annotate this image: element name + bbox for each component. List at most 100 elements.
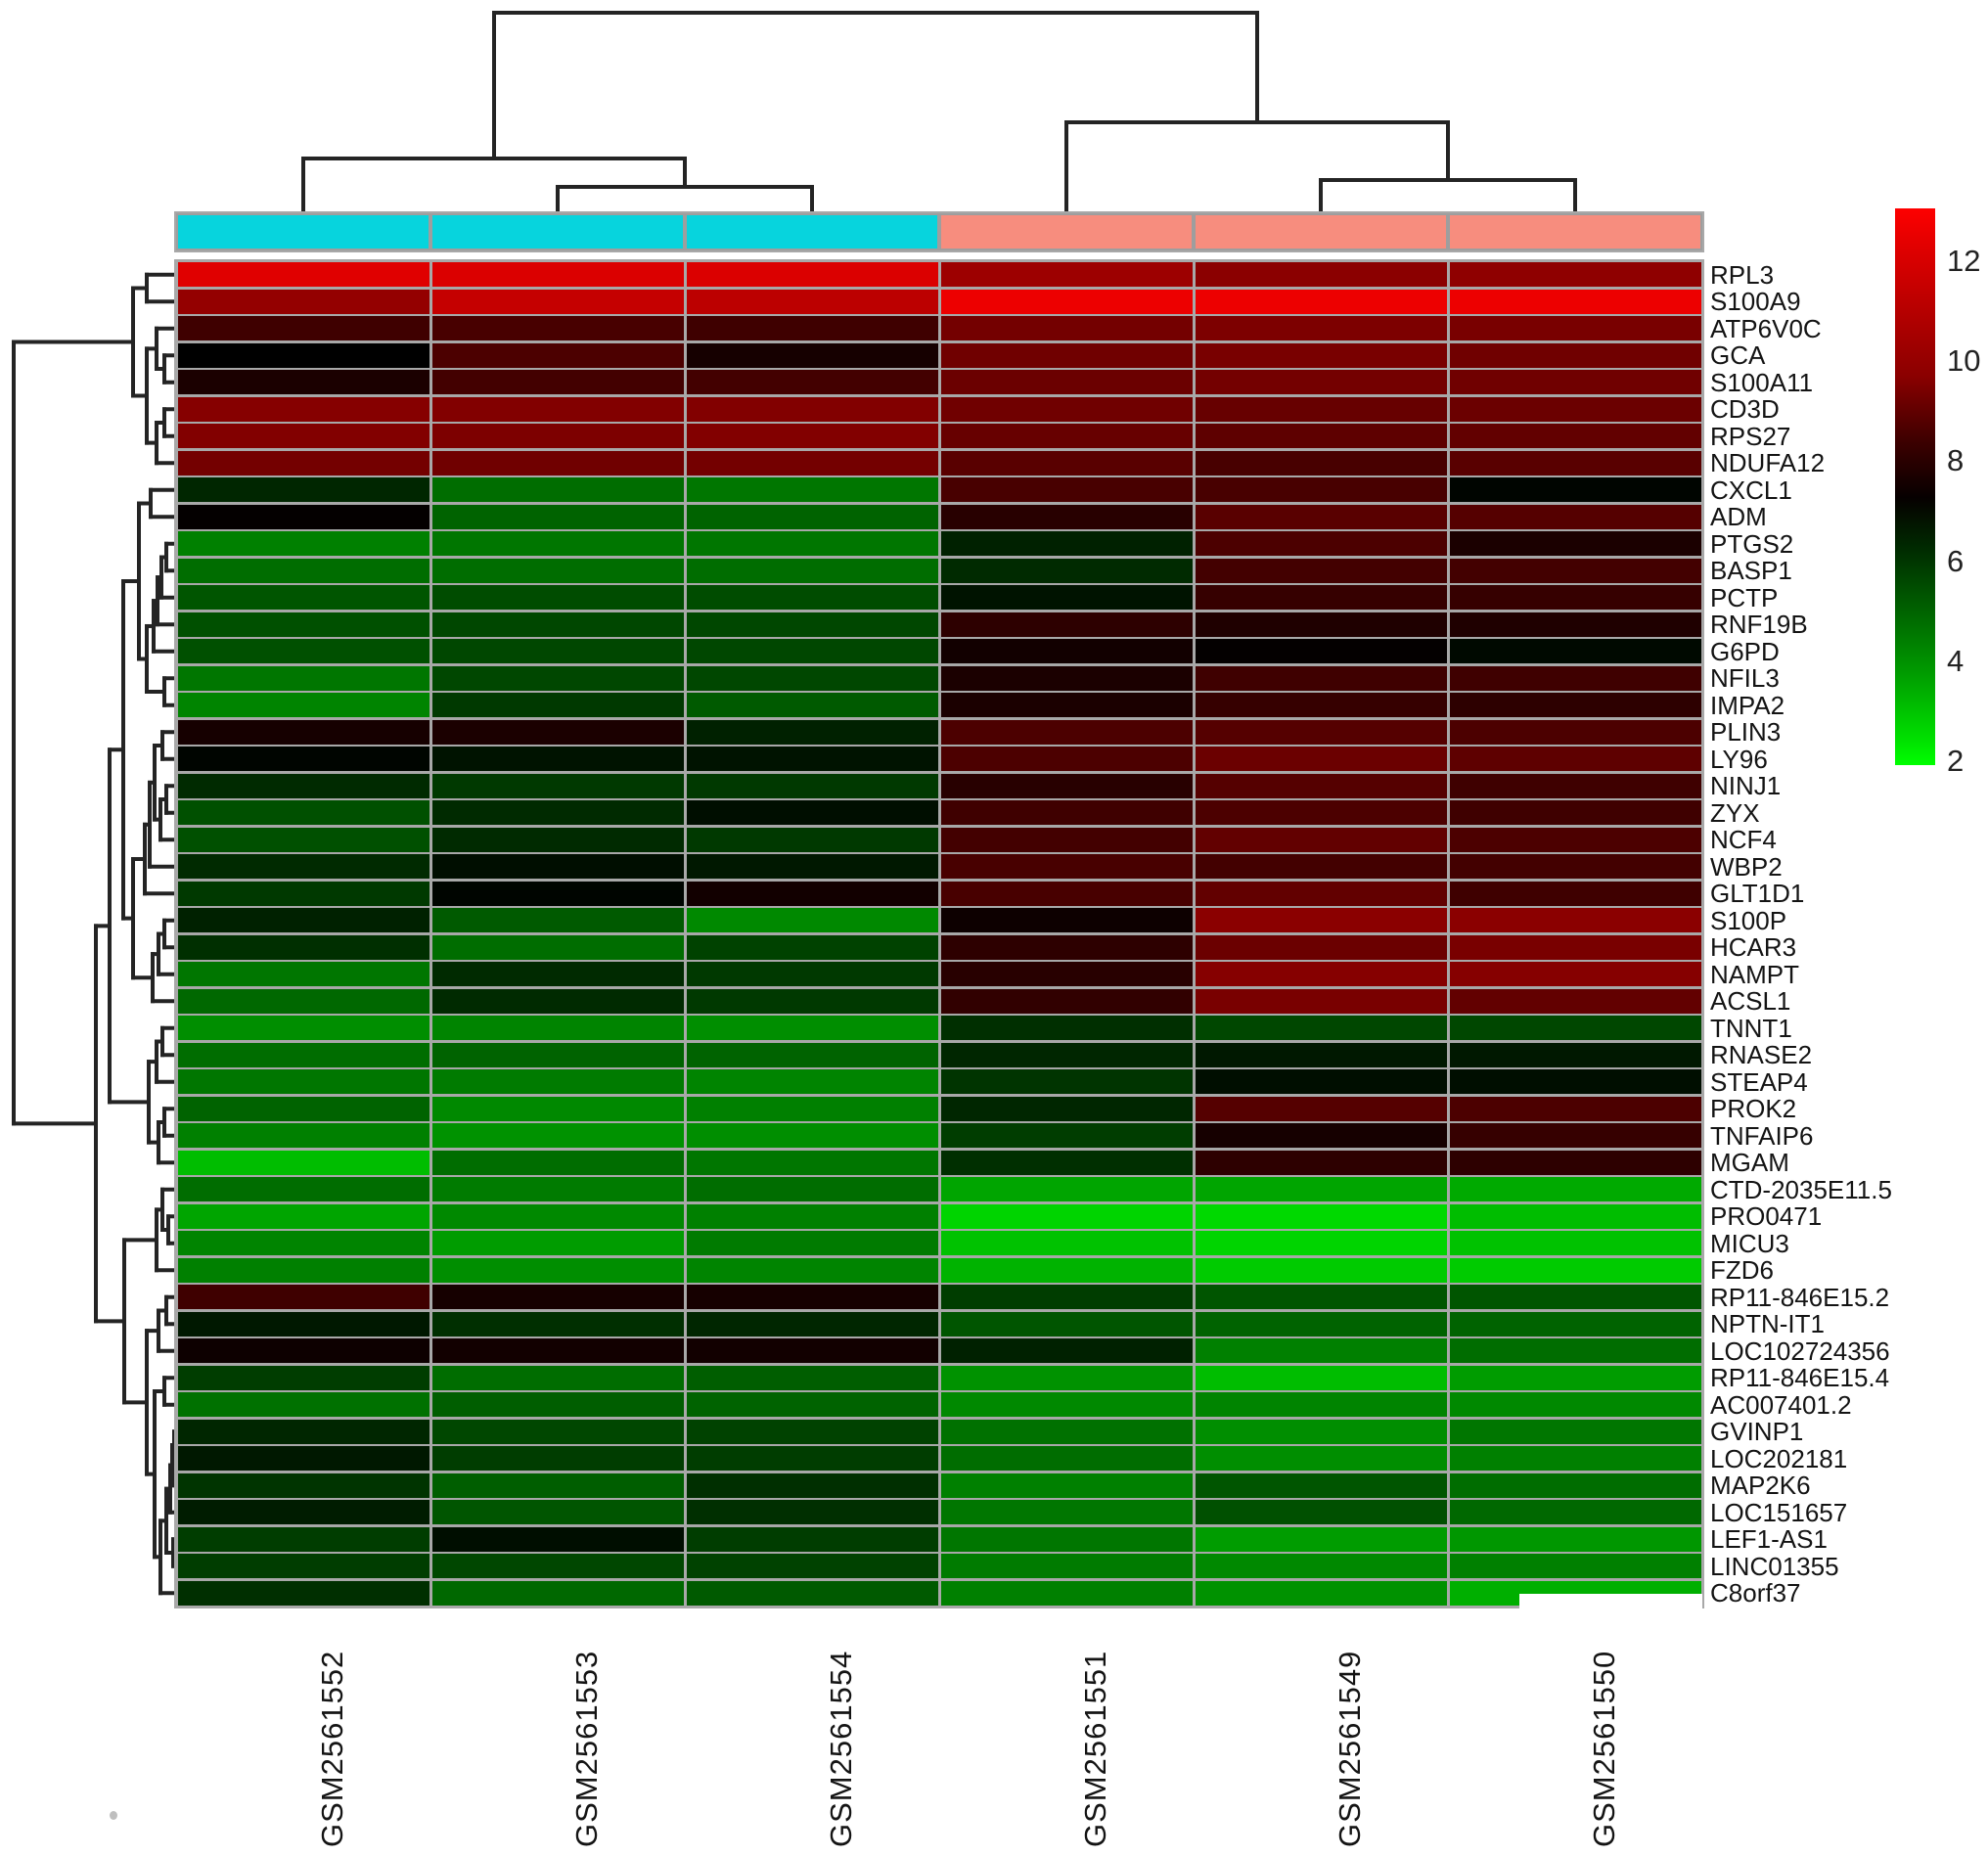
gene-label: LY96 [1710,744,1768,774]
heatmap-cell [686,1526,938,1552]
heatmap-cell [1449,1123,1701,1149]
heatmap-cell [686,342,938,368]
heatmap-cell [177,450,429,476]
heatmap-cell [1195,477,1447,503]
heatmap-cell [431,1203,684,1229]
heatmap-cell [1195,827,1447,852]
heatmap-cell [431,1016,684,1041]
heatmap-cell [1449,1419,1701,1444]
heatmap-cell [431,1150,684,1175]
heatmap-cell [1449,988,1701,1014]
heatmap-cell [686,639,938,664]
heatmap-cell [1449,1500,1701,1525]
heatmap-cell [686,1150,938,1175]
heatmap-cell [686,1203,938,1229]
heatmap-cell [1449,1554,1701,1579]
gene-label: MAP2K6 [1710,1471,1811,1501]
heatmap-cell [431,1096,684,1121]
heatmap-cell [1449,450,1701,476]
heatmap-cell [686,585,938,611]
heatmap-cell [1449,1365,1701,1390]
heatmap-cell [177,1526,429,1552]
sample-label: GSM2561549 [1333,1650,1367,1847]
heatmap-cell [686,316,938,341]
heatmap-cell [1195,908,1447,933]
heatmap-cell [431,1311,684,1336]
gene-label: LINC01355 [1710,1551,1839,1581]
heatmap-cell [177,1338,429,1364]
heatmap-cell [431,558,684,583]
heatmap-cell [431,881,684,906]
heatmap-cell [431,1446,684,1472]
heatmap-cell [1195,1042,1447,1067]
gene-label: RPS27 [1710,421,1791,451]
heatmap-cell [1195,1069,1447,1095]
heatmap-cell [940,1365,1193,1390]
heatmap-cell [1449,1257,1701,1283]
heatmap-cell [177,1257,429,1283]
column-group-band-cell [432,215,683,249]
heatmap-cell [1449,934,1701,960]
heatmap-cell [1449,747,1701,772]
heatmap-cell [177,1150,429,1175]
heatmap-cell [1195,719,1447,745]
heatmap-cell [431,908,684,933]
legend-tick-label: 12 [1947,244,1981,278]
heatmap-cell [1449,611,1701,637]
heatmap-cell [431,1554,684,1579]
heatmap-cell [940,639,1193,664]
heatmap-cell [940,854,1193,880]
heatmap-cell [1195,665,1447,691]
heatmap-cell [940,1500,1193,1525]
gene-label: GCA [1710,340,1766,371]
heatmap-cell [177,773,429,798]
heatmap-cell [1449,1069,1701,1095]
heatmap-cell [431,693,684,718]
heatmap-cell [686,962,938,987]
heatmap-cell [177,1311,429,1336]
heatmap-cell [1449,854,1701,880]
heatmap-cell [686,504,938,529]
heatmap-cell [1449,1338,1701,1364]
heatmap-cell [431,1285,684,1310]
heatmap-cell [177,316,429,341]
heatmap-cell [1449,585,1701,611]
heatmap-cell [1195,1580,1447,1606]
gene-label: ADM [1710,502,1767,532]
gene-label: S100P [1710,905,1787,935]
heatmap-cell [177,585,429,611]
heatmap-cell [686,908,938,933]
heatmap-cell [177,962,429,987]
heatmap-cell [1449,908,1701,933]
heatmap-cell [1195,1285,1447,1310]
heatmap-cell [940,1123,1193,1149]
heatmap-cell [1449,693,1701,718]
gene-label: PROK2 [1710,1094,1797,1124]
heatmap-cell [940,800,1193,826]
heatmap-cell [940,370,1193,395]
heatmap-cell [940,1554,1193,1579]
heatmap-cell [1449,1042,1701,1067]
heatmap-cell [1195,1016,1447,1041]
heatmap-cell [1195,316,1447,341]
heatmap-cell [1449,424,1701,449]
heatmap-cell [1195,558,1447,583]
heatmap-cell [177,665,429,691]
heatmap-cell [940,342,1193,368]
heatmap-cell [177,747,429,772]
heatmap-cell [686,1096,938,1121]
gene-label: G6PD [1710,636,1780,666]
heatmap-cell [940,988,1193,1014]
heatmap-cell [177,1096,429,1121]
heatmap-cell [177,1554,429,1579]
heatmap-cell [686,396,938,422]
heatmap-cell [431,988,684,1014]
heatmap-cell [431,316,684,341]
heatmap-cell [686,1419,938,1444]
heatmap-cell [940,424,1193,449]
heatmap-cell [1195,1096,1447,1121]
heatmap-cell [686,719,938,745]
heatmap-cell [940,1231,1193,1256]
heatmap-cell [1449,1446,1701,1472]
heatmap-cell [940,827,1193,852]
